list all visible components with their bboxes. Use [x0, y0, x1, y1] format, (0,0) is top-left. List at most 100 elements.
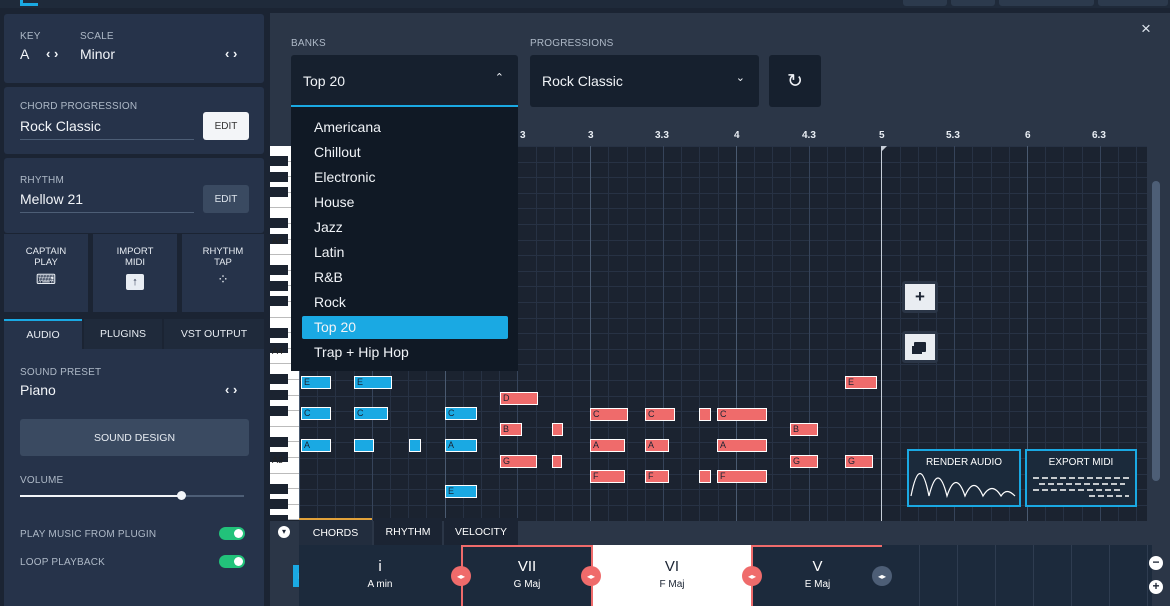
volume-slider[interactable]	[20, 491, 244, 500]
note[interactable]: C	[645, 408, 675, 421]
note[interactable]: A	[590, 439, 625, 452]
piano-black-key[interactable]	[270, 452, 288, 463]
tab-vst-output[interactable]: VST OUTPUT	[164, 319, 264, 349]
note[interactable]: A	[301, 439, 331, 452]
toolbar-button[interactable]	[999, 0, 1094, 6]
import-midi-button[interactable]: IMPORT MIDI ↑	[93, 234, 177, 312]
chord-block[interactable]: i A min	[299, 545, 461, 606]
chord-resize-handle[interactable]: ◂▸	[451, 566, 471, 586]
piano-black-key[interactable]	[270, 218, 288, 229]
note[interactable]: A	[445, 439, 477, 452]
duplicate-button[interactable]	[902, 331, 938, 363]
note[interactable]: C	[717, 408, 767, 421]
piano-black-key[interactable]	[270, 171, 288, 182]
playhead[interactable]	[881, 146, 882, 521]
tab-rhythm[interactable]: RHYTHM	[374, 518, 442, 546]
banks-menu-item[interactable]: Americana	[314, 119, 381, 135]
edit-progression-button[interactable]: EDIT	[203, 112, 249, 140]
note[interactable]: C	[590, 408, 628, 421]
chord-block-selected[interactable]: VI F Maj	[591, 545, 753, 606]
note[interactable]: F	[717, 470, 767, 483]
chord-block[interactable]: VII G Maj	[461, 545, 591, 606]
volume-knob[interactable]	[177, 491, 187, 500]
note[interactable]: G	[500, 455, 537, 468]
note[interactable]: C	[445, 407, 477, 420]
note[interactable]	[699, 408, 711, 421]
banks-menu-item[interactable]: House	[314, 194, 355, 210]
note[interactable]: B	[500, 423, 522, 436]
note[interactable]	[552, 423, 563, 436]
tab-velocity[interactable]: VELOCITY	[444, 518, 518, 546]
piano-black-key[interactable]	[270, 514, 288, 521]
note[interactable]: A	[717, 439, 767, 452]
piano-black-key[interactable]	[270, 436, 288, 447]
play-from-plugin-toggle[interactable]	[219, 527, 245, 540]
toolbar-button[interactable]	[1098, 0, 1168, 6]
note[interactable]: G	[790, 455, 818, 468]
banks-menu-item[interactable]: Top 20	[302, 316, 508, 339]
key-arrows[interactable]: ‹ ›	[46, 46, 59, 61]
banks-menu-item[interactable]: Trap + Hip Hop	[314, 344, 409, 360]
captain-play-button[interactable]: CAPTAIN PLAY ⌨	[4, 234, 88, 312]
loop-playback-toggle[interactable]	[219, 555, 245, 568]
toolbar-button[interactable]	[951, 0, 995, 6]
tab-audio[interactable]: AUDIO	[4, 319, 82, 349]
piano-black-key[interactable]	[270, 327, 288, 338]
render-audio-button[interactable]: RENDER AUDIO	[907, 449, 1021, 507]
piano-black-key[interactable]	[270, 483, 288, 494]
piano-black-key[interactable]	[270, 156, 288, 166]
banks-menu-item[interactable]: Chillout	[314, 144, 361, 160]
piano-black-key[interactable]	[270, 499, 288, 510]
banks-menu-item[interactable]: R&B	[314, 269, 343, 285]
rhythm-tap-button[interactable]: RHYTHM TAP ⁘	[182, 234, 264, 312]
note[interactable]: E	[354, 376, 392, 389]
zoom-in-icon[interactable]: +	[1149, 580, 1163, 594]
refresh-button[interactable]: ↻	[769, 55, 821, 107]
chord-resize-handle[interactable]: ◂▸	[742, 566, 762, 586]
piano-black-key[interactable]	[270, 296, 288, 307]
piano-black-key[interactable]	[270, 374, 288, 385]
sound-design-button[interactable]: SOUND DESIGN	[20, 419, 249, 456]
banks-menu-item[interactable]: Jazz	[314, 219, 343, 235]
zoom-out-icon[interactable]: −	[1149, 556, 1163, 570]
export-midi-button[interactable]: EXPORT MIDI	[1025, 449, 1137, 507]
chord-strip[interactable]: ▶ i A min VII G Maj VI F Maj V E Maj ◂▸ …	[293, 545, 1152, 606]
piano-black-key[interactable]	[270, 405, 288, 416]
note[interactable]	[552, 455, 562, 468]
piano-black-key[interactable]	[270, 280, 288, 291]
sound-preset-arrows[interactable]: ‹ ›	[225, 382, 238, 397]
note[interactable]: D	[500, 392, 538, 405]
piano-black-key[interactable]	[270, 265, 288, 276]
note[interactable]: C	[301, 407, 331, 420]
close-icon[interactable]: ×	[1141, 19, 1151, 38]
collapse-icon[interactable]: ▾	[278, 526, 290, 538]
note[interactable]	[354, 439, 374, 452]
note[interactable]: A	[645, 439, 669, 452]
piano-black-key[interactable]	[270, 390, 288, 400]
piano-black-key[interactable]	[270, 343, 288, 354]
piano-black-key[interactable]	[270, 234, 288, 244]
note[interactable]: F	[645, 470, 669, 483]
edit-rhythm-button[interactable]: EDIT	[203, 185, 249, 213]
note[interactable]: E	[845, 376, 877, 389]
banks-menu-item[interactable]: Electronic	[314, 169, 376, 185]
note[interactable]	[409, 439, 421, 452]
piano-black-key[interactable]	[270, 187, 288, 198]
note[interactable]: E	[301, 376, 331, 389]
scale-arrows[interactable]: ‹ ›	[225, 46, 238, 61]
banks-menu-item[interactable]: Latin	[314, 244, 345, 260]
banks-menu-item[interactable]: Rock	[314, 294, 346, 310]
tab-chords[interactable]: CHORDS	[299, 518, 372, 546]
chord-resize-handle[interactable]: ◂▸	[581, 566, 601, 586]
note[interactable]: F	[590, 470, 625, 483]
toolbar-button[interactable]	[903, 0, 947, 6]
tab-plugins[interactable]: PLUGINS	[84, 319, 162, 349]
note[interactable]: E	[445, 485, 477, 498]
note[interactable]	[699, 470, 711, 483]
vertical-scrollbar[interactable]	[1152, 181, 1160, 481]
note[interactable]: B	[790, 423, 818, 436]
chord-resize-handle[interactable]: ◂▸	[872, 566, 892, 586]
scale-value[interactable]: Minor	[80, 46, 116, 62]
progressions-dropdown[interactable]: Rock Classic ⌄	[530, 55, 759, 107]
chord-block[interactable]: V E Maj	[753, 545, 882, 606]
